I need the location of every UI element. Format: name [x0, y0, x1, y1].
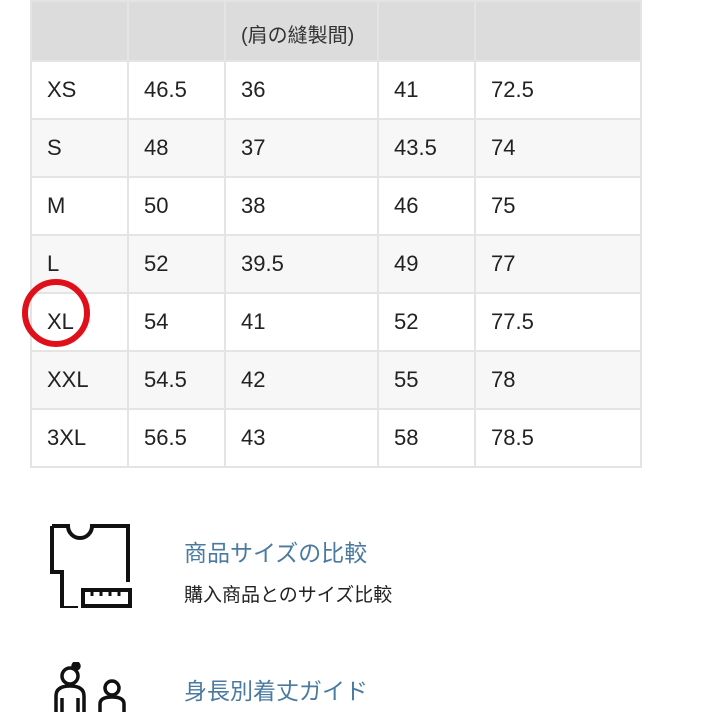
measurement-cell: 78: [474, 350, 642, 410]
measurement-cell: 52: [127, 234, 226, 294]
measurement-cell: 72.5: [474, 60, 642, 120]
highlight-circle: [22, 279, 90, 347]
table-body: XS 46.5 36 41 72.5 S 48 37 43.5 74 M 50 38 46 75 L 52 39.…: [30, 60, 642, 468]
size-label: M: [30, 176, 129, 236]
measurement-cell: 46: [377, 176, 476, 236]
measurement-cell: 56.5: [127, 408, 226, 468]
table-row: XS 46.5 36 41 72.5: [30, 60, 642, 120]
size-compare-text: 商品サイズの比較 購入商品とのサイズ比較: [184, 534, 392, 607]
table-row: M 50 38 46 75: [30, 176, 642, 236]
header-cell: [30, 0, 129, 62]
measurement-cell: 77: [474, 234, 642, 294]
size-compare-subtitle: 購入商品とのサイズ比較: [184, 585, 393, 606]
people-height-icon: [54, 662, 126, 712]
measurement-cell: 43.5: [377, 118, 476, 178]
measurement-cell: 41: [377, 60, 476, 120]
measurement-cell: 42: [224, 350, 379, 410]
height-guide-text: 身長別着丈ガイド: [184, 672, 368, 706]
measurement-cell: 54.5: [127, 350, 226, 410]
header-cell: [474, 0, 642, 62]
header-cell: (肩の縫製間): [224, 0, 379, 62]
table-row: XL 54 41 52 77.5: [30, 292, 642, 352]
size-table: (肩の縫製間) XS 46.5 36 41 72.5 S 48 37 43.5 74 M 50 38 46…: [30, 0, 642, 468]
measurement-cell: 78.5: [474, 408, 642, 468]
measurement-cell: 43: [224, 408, 379, 468]
height-guide-icon-wrap: [40, 662, 130, 712]
table-row: XXL 54.5 42 55 78: [30, 350, 642, 410]
header-cell: [377, 0, 476, 62]
measurement-cell: 52: [377, 292, 476, 352]
size-compare-icon-wrap: [40, 522, 132, 608]
measurement-cell: 41: [224, 292, 379, 352]
measurement-cell: 36: [224, 60, 379, 120]
measurement-cell: 74: [474, 118, 642, 178]
size-label: S: [30, 118, 129, 178]
measurement-cell: 75: [474, 176, 642, 236]
tshirt-ruler-icon: [50, 524, 132, 608]
size-label: XXL: [30, 350, 129, 410]
table-header: (肩の縫製間): [30, 0, 642, 62]
measurement-cell: 54: [127, 292, 226, 352]
measurement-cell: 38: [224, 176, 379, 236]
size-label: 3XL: [30, 408, 129, 468]
measurement-cell: 49: [377, 234, 476, 294]
measurement-cell: 37: [224, 118, 379, 178]
size-compare-link[interactable]: 商品サイズの比較: [184, 540, 368, 566]
measurement-cell: 46.5: [127, 60, 226, 120]
measurement-cell: 39.5: [224, 234, 379, 294]
size-label: XS: [30, 60, 129, 120]
measurement-cell: 48: [127, 118, 226, 178]
table-row: L 52 39.5 49 77: [30, 234, 642, 294]
height-guide-link[interactable]: 身長別着丈ガイド: [184, 678, 368, 704]
table-row: 3XL 56.5 43 58 78.5: [30, 408, 642, 468]
measurement-cell: 50: [127, 176, 226, 236]
measurement-cell: 58: [377, 408, 476, 468]
table-row: S 48 37 43.5 74: [30, 118, 642, 178]
header-cell: [127, 0, 226, 62]
measurement-cell: 55: [377, 350, 476, 410]
measurement-cell: 77.5: [474, 292, 642, 352]
